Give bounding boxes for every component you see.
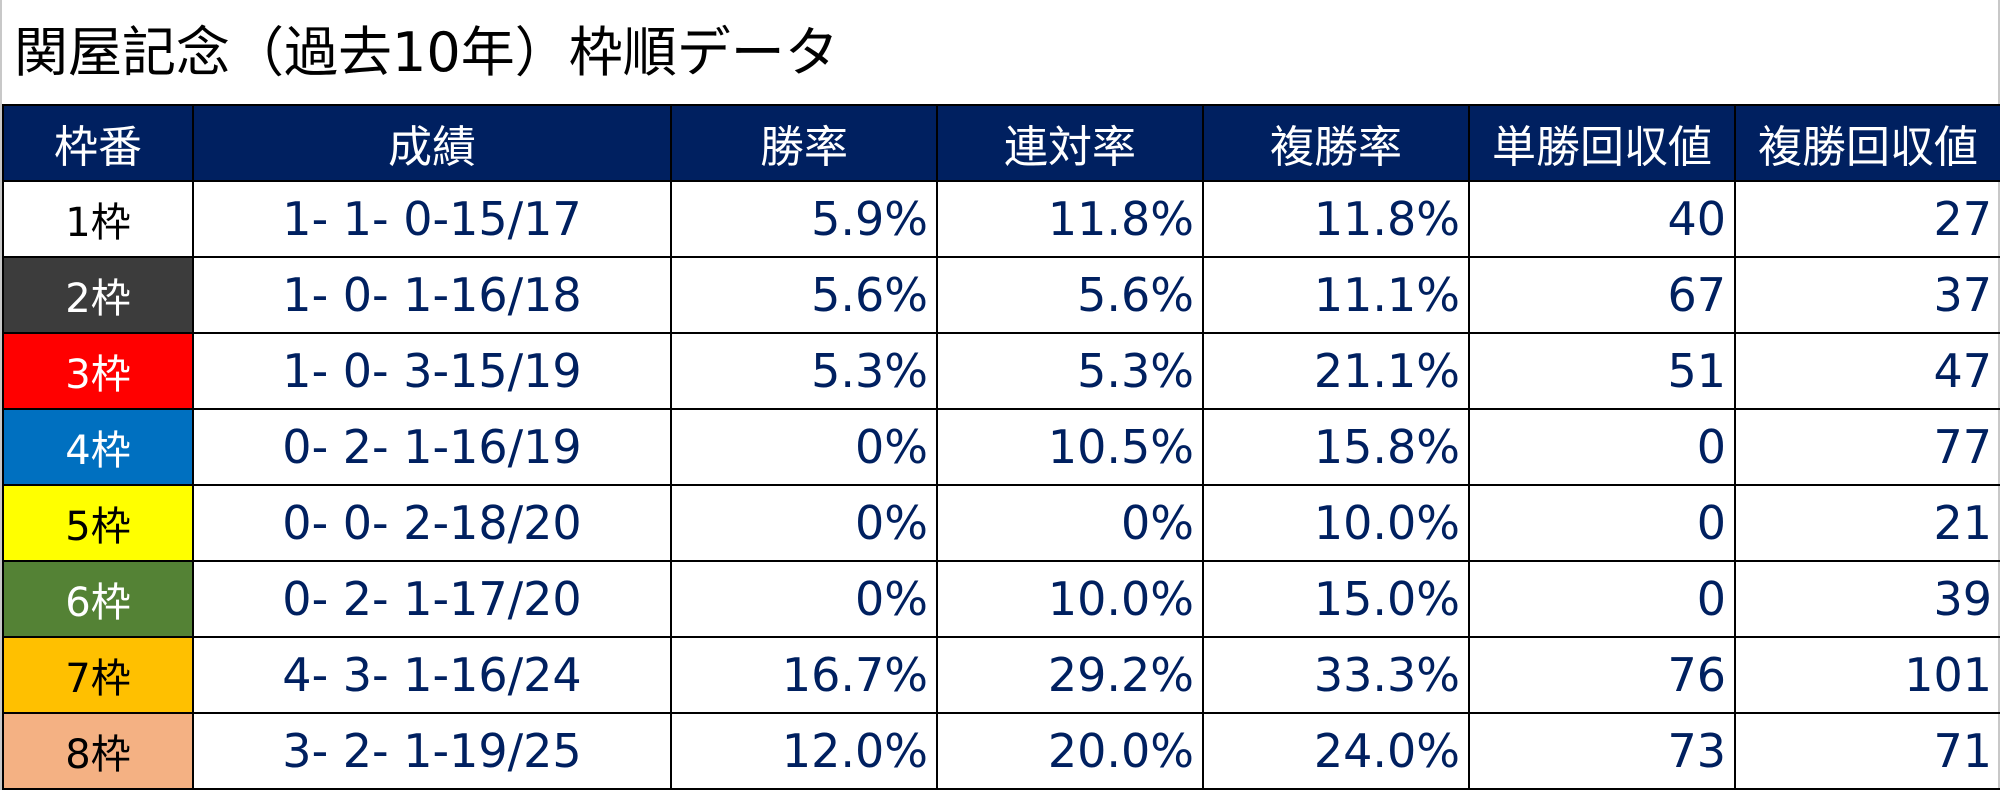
place-return-cell: 37 [1734,256,2000,334]
place-rate-cell: 15.8% [1202,408,1470,486]
frame-cell: 8枠 [2,712,194,790]
place-rate-cell: 21.1% [1202,332,1470,410]
table-row: 5枠 0- 0- 2-18/20 0% 0% 10.0% 0 21 [2,484,2000,562]
record-cell: 0- 2- 1-16/19 [192,408,672,486]
quinella-rate-cell: 5.3% [936,332,1204,410]
frame-stats-table: 枠番 成績 勝率 連対率 複勝率 単勝回収値 複勝回収値 1枠 1- 1- 0-1… [2,104,2000,790]
quinella-rate-cell: 0% [936,484,1204,562]
win-return-cell: 40 [1468,180,1736,258]
place-rate-cell: 15.0% [1202,560,1470,638]
table-row: 6枠 0- 2- 1-17/20 0% 10.0% 15.0% 0 39 [2,560,2000,638]
record-cell: 1- 1- 0-15/17 [192,180,672,258]
win-return-cell: 73 [1468,712,1736,790]
quinella-rate-cell: 10.5% [936,408,1204,486]
frame-cell: 2枠 [2,256,194,334]
place-return-cell: 21 [1734,484,2000,562]
place-return-cell: 27 [1734,180,2000,258]
table-row: 3枠 1- 0- 3-15/19 5.3% 5.3% 21.1% 51 47 [2,332,2000,410]
table-row: 8枠 3- 2- 1-19/25 12.0% 20.0% 24.0% 73 71 [2,712,2000,790]
win-rate-cell: 0% [670,484,938,562]
record-cell: 4- 3- 1-16/24 [192,636,672,714]
table-body: 1枠 1- 1- 0-15/17 5.9% 11.8% 11.8% 40 27 2枠 1- 0-… [2,180,2000,790]
record-cell: 1- 0- 1-16/18 [192,256,672,334]
record-cell: 0- 2- 1-17/20 [192,560,672,638]
place-rate-cell: 33.3% [1202,636,1470,714]
win-return-cell: 51 [1468,332,1736,410]
frame-cell: 5枠 [2,484,194,562]
column-header-place-rate: 複勝率 [1202,104,1470,182]
record-cell: 3- 2- 1-19/25 [192,712,672,790]
quinella-rate-cell: 5.6% [936,256,1204,334]
place-return-cell: 101 [1734,636,2000,714]
place-rate-cell: 24.0% [1202,712,1470,790]
table-row: 1枠 1- 1- 0-15/17 5.9% 11.8% 11.8% 40 27 [2,180,2000,258]
place-rate-cell: 11.1% [1202,256,1470,334]
frame-cell: 7枠 [2,636,194,714]
win-rate-cell: 0% [670,560,938,638]
column-header-record: 成績 [192,104,672,182]
win-rate-cell: 12.0% [670,712,938,790]
record-cell: 0- 0- 2-18/20 [192,484,672,562]
place-rate-cell: 10.0% [1202,484,1470,562]
win-rate-cell: 0% [670,408,938,486]
win-rate-cell: 5.3% [670,332,938,410]
place-return-cell: 71 [1734,712,2000,790]
table-row: 4枠 0- 2- 1-16/19 0% 10.5% 15.8% 0 77 [2,408,2000,486]
column-header-win-rate: 勝率 [670,104,938,182]
win-rate-cell: 5.6% [670,256,938,334]
page-title: 関屋記念（過去10年）枠順データ [14,21,839,84]
record-cell: 1- 0- 3-15/19 [192,332,672,410]
table-row: 7枠 4- 3- 1-16/24 16.7% 29.2% 33.3% 76 101 [2,636,2000,714]
win-rate-cell: 16.7% [670,636,938,714]
quinella-rate-cell: 10.0% [936,560,1204,638]
win-return-cell: 0 [1468,484,1736,562]
frame-cell: 1枠 [2,180,194,258]
column-header-win-return: 単勝回収値 [1468,104,1736,182]
win-rate-cell: 5.9% [670,180,938,258]
win-return-cell: 76 [1468,636,1736,714]
quinella-rate-cell: 11.8% [936,180,1204,258]
place-return-cell: 47 [1734,332,2000,410]
win-return-cell: 67 [1468,256,1736,334]
table-header-row: 枠番 成績 勝率 連対率 複勝率 単勝回収値 複勝回収値 [2,104,2000,182]
place-return-cell: 77 [1734,408,2000,486]
win-return-cell: 0 [1468,560,1736,638]
quinella-rate-cell: 29.2% [936,636,1204,714]
place-rate-cell: 11.8% [1202,180,1470,258]
frame-cell: 3枠 [2,332,194,410]
column-header-place-return: 複勝回収値 [1734,104,2000,182]
frame-cell: 6枠 [2,560,194,638]
win-return-cell: 0 [1468,408,1736,486]
column-header-quinella-rate: 連対率 [936,104,1204,182]
table-row: 2枠 1- 0- 1-16/18 5.6% 5.6% 11.1% 67 37 [2,256,2000,334]
place-return-cell: 39 [1734,560,2000,638]
quinella-rate-cell: 20.0% [936,712,1204,790]
frame-cell: 4枠 [2,408,194,486]
column-header-frame: 枠番 [2,104,194,182]
